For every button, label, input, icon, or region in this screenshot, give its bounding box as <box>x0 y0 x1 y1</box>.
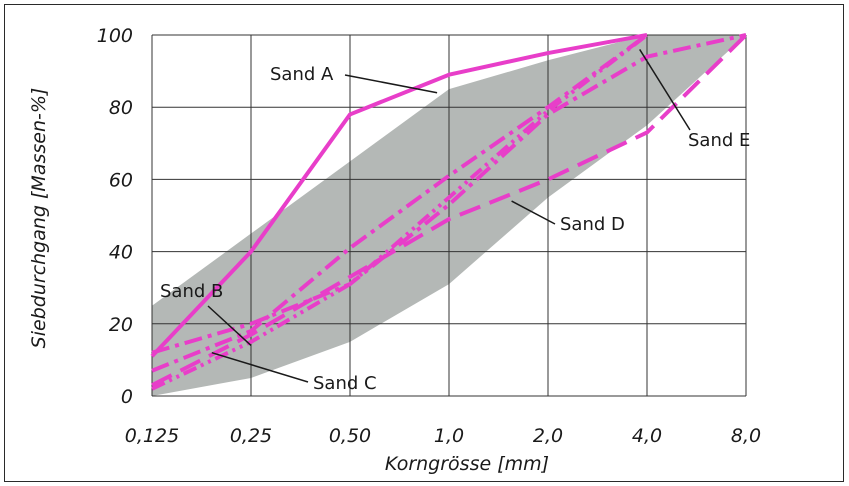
annotation-label: Sand D <box>560 214 625 235</box>
annotation-leader <box>207 305 252 347</box>
x-tick-label: 0,125 <box>125 425 179 447</box>
series-line-sand-d <box>151 33 748 387</box>
series-line-sand-c <box>151 33 649 391</box>
y-tick-label: 80 <box>109 97 133 119</box>
y-tick-label: 60 <box>109 169 133 191</box>
x-tick-label: 4,0 <box>632 425 662 447</box>
x-tick-label: 0,25 <box>230 425 272 447</box>
annotation-label: Sand C <box>313 373 377 394</box>
series-layer <box>150 33 748 391</box>
annotation-layer: Sand A Sand B Sand C Sand D Sand E <box>160 49 750 394</box>
annotation-label: Sand A <box>270 64 334 85</box>
annotation-leader <box>511 200 556 225</box>
y-tick-label: 0 <box>121 386 133 408</box>
annotation-leader <box>344 74 438 94</box>
annotation-label: Sand E <box>688 130 750 151</box>
y-axis-title: Siebdurchgang [Massen-%] <box>28 88 50 349</box>
y-tick-label: 40 <box>109 242 133 264</box>
tick-label-layer: 0,125 0,25 0,50 1,0 2,0 4,0 8,0 0 20 40 60 80 100 <box>97 25 761 447</box>
annotation-label: Sand B <box>160 281 223 302</box>
y-tick-label: 20 <box>109 314 133 336</box>
y-tick-label: 100 <box>97 25 133 47</box>
series-line-sand-e <box>151 33 747 355</box>
x-tick-label: 8,0 <box>731 425 761 447</box>
x-tick-label: 2,0 <box>533 425 563 447</box>
series-line-sand-b <box>151 33 649 373</box>
x-tick-label: 1,0 <box>434 425 464 447</box>
x-tick-label: 0,50 <box>329 425 371 447</box>
annotation-leader <box>211 351 309 383</box>
annotation-leader <box>639 49 691 131</box>
series-line-sand-a <box>150 33 648 358</box>
x-axis-title: Korngrösse [mm] <box>385 453 549 475</box>
